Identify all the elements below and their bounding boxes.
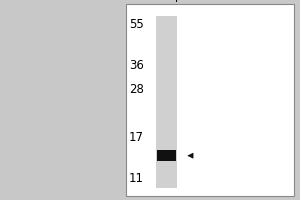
Text: m.spleen: m.spleen <box>156 0 204 2</box>
Text: 11: 11 <box>129 172 144 185</box>
Bar <box>156 16 177 188</box>
Bar <box>126 4 294 196</box>
Text: 36: 36 <box>129 59 144 72</box>
Text: 17: 17 <box>129 131 144 144</box>
Bar <box>157 150 176 161</box>
Text: 28: 28 <box>129 83 144 96</box>
Text: 55: 55 <box>129 18 144 31</box>
